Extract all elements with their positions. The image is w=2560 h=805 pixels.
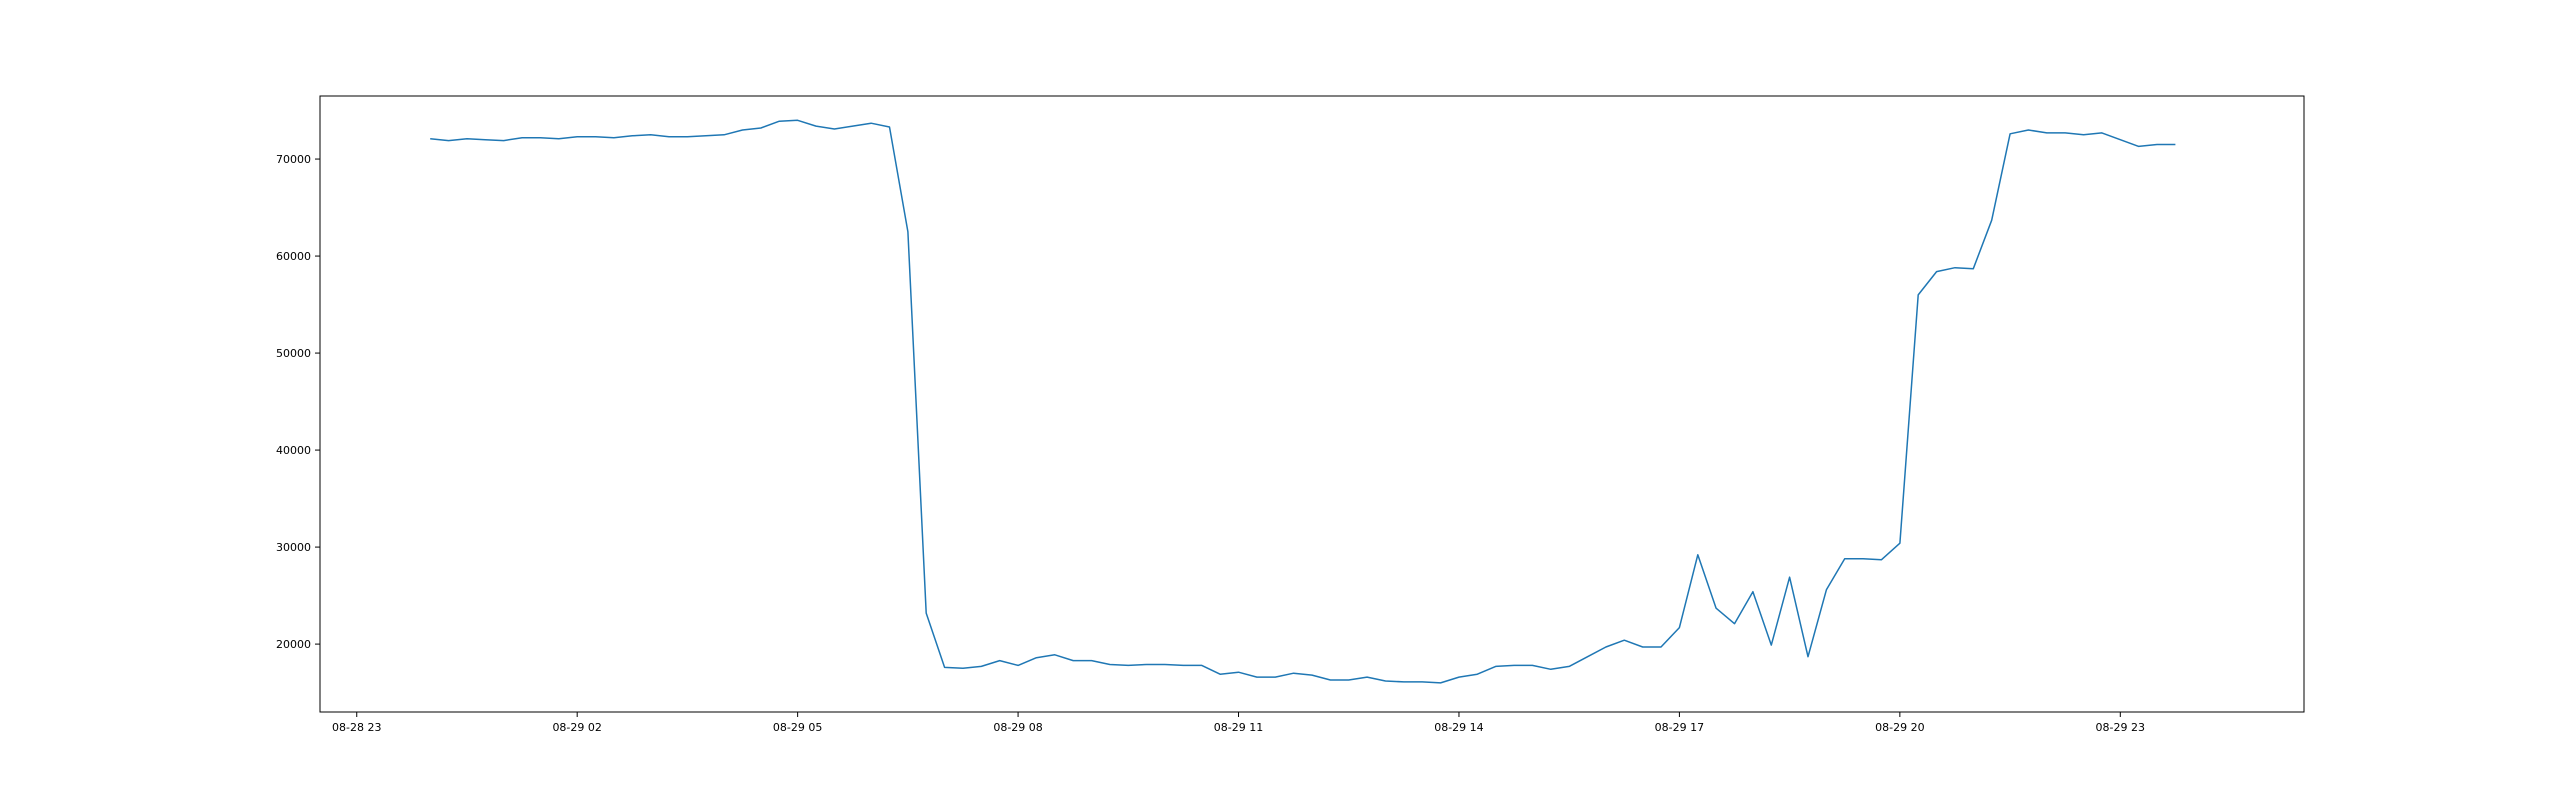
x-axis: 08-28 23 08-29 02 08-29 05 08-29 08 08-29 11… xyxy=(332,712,2145,734)
y-tick-label: 20000 xyxy=(276,638,311,651)
y-tick-label: 50000 xyxy=(276,347,311,360)
series-layer xyxy=(430,119,2176,684)
x-tick-label: 08-29 08 xyxy=(993,721,1042,734)
x-tick-label: 08-29 17 xyxy=(1655,721,1704,734)
x-tick-label: 08-29 14 xyxy=(1434,721,1483,734)
x-tick-label: 08-29 05 xyxy=(773,721,822,734)
x-tick-label: 08-29 02 xyxy=(552,721,601,734)
x-tick-label: 08-29 20 xyxy=(1875,721,1924,734)
y-tick-label: 40000 xyxy=(276,444,311,457)
x-tick-label: 08-28 23 xyxy=(332,721,381,734)
series-line xyxy=(430,119,2176,684)
y-tick-label: 60000 xyxy=(276,250,311,263)
y-tick-label: 70000 xyxy=(276,153,311,166)
y-tick-label: 30000 xyxy=(276,541,311,554)
x-tick-label: 08-29 11 xyxy=(1214,721,1263,734)
plot-frame xyxy=(319,95,2305,713)
y-axis: 20000 30000 40000 50000 60000 70000 xyxy=(276,153,320,651)
x-tick-label: 08-29 23 xyxy=(2096,721,2145,734)
